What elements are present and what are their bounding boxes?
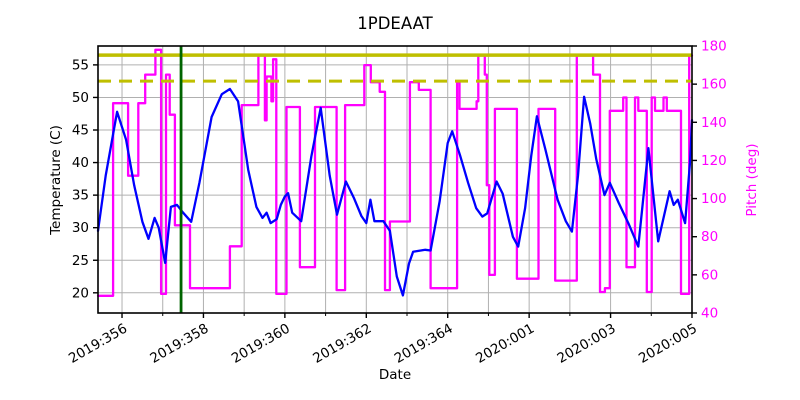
x-tick-label: 2019:364 — [392, 321, 456, 367]
y-left-tick-label: 30 — [72, 220, 89, 236]
y-left-tick-label: 20 — [72, 285, 89, 301]
x-tick-label: 2019:356 — [66, 321, 130, 367]
y-left-tick-label: 40 — [72, 155, 89, 171]
y-right-tick-label: 40 — [701, 306, 718, 322]
chart-title: 1PDEAAT — [357, 14, 433, 33]
y-right-tick-label: 100 — [701, 191, 727, 207]
temperature-series-line — [96, 87, 694, 297]
right-axis-label: Pitch (deg) — [744, 143, 760, 217]
left-axis-label: Temperature (C) — [48, 125, 64, 235]
x-axis-label: Date — [378, 367, 412, 383]
x-tick-label: 2020:001 — [473, 321, 537, 367]
x-tick-label: 2019:358 — [147, 321, 211, 367]
y-right-tick-label: 60 — [701, 267, 718, 283]
y-right-tick-label: 80 — [701, 229, 718, 245]
y-left-tick-label: 25 — [72, 253, 89, 269]
y-left-tick-label: 35 — [72, 188, 89, 204]
y-right-tick-label: 160 — [701, 77, 727, 93]
y-left-tick-label: 45 — [72, 123, 89, 139]
x-tick-label: 2019:362 — [310, 321, 374, 367]
y-left-tick-label: 50 — [72, 90, 89, 106]
y-right-tick-label: 180 — [701, 39, 727, 55]
axes-frame — [97, 45, 693, 314]
y-right-tick-label: 120 — [701, 153, 727, 169]
x-tick-label: 2020:003 — [555, 321, 619, 367]
y-right-tick-label: 140 — [701, 115, 727, 131]
x-tick-label: 2019:360 — [229, 321, 293, 367]
x-tick-label: 2020:005 — [636, 321, 700, 367]
y-left-tick-label: 55 — [72, 57, 89, 73]
